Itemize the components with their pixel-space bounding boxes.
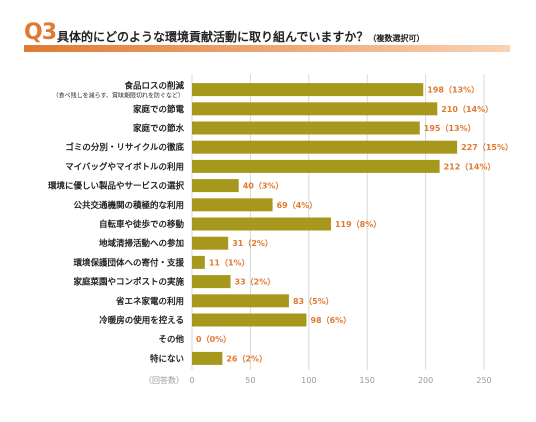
value-label: 195（13%） xyxy=(424,123,476,133)
question-number: Q3 xyxy=(24,20,57,45)
label-layer: 食品ロスの削減（食べ残しを減らす、賞味期限切れを防ぐなど） 198（13%） 家庭で… xyxy=(48,81,513,365)
category-label: 地域清掃活動への参加 xyxy=(99,238,184,249)
x-tick-label: 250 xyxy=(476,376,491,385)
bar-layer xyxy=(192,83,458,365)
value-label: 198（13%） xyxy=(427,85,479,95)
category-label: 冷暖房の使用を控える xyxy=(99,315,184,326)
chart-header: Q3 具体的にどのような環境貢献活動に取り組んでいますか？（複数選択可） xyxy=(0,0,536,52)
unit-label: （回答数） xyxy=(144,375,184,385)
axis-layer: 0 50 100 150 200 250 （回答数） xyxy=(144,375,492,385)
bar xyxy=(192,294,289,308)
bar xyxy=(192,121,420,135)
category-label: マイバッグやマイボトルの利用 xyxy=(65,161,184,172)
category-note: （食べ残しを減らす、賞味期限切れを防ぐなど） xyxy=(53,92,184,100)
bar xyxy=(192,275,231,289)
value-label: 119（8%） xyxy=(335,219,381,229)
x-tick-label: 150 xyxy=(360,376,375,385)
category-label: 環境に優しい製品やサービスの選択 xyxy=(48,181,185,192)
bar xyxy=(192,198,273,212)
value-label: 227（15%） xyxy=(461,142,513,152)
header-rule-solid xyxy=(24,45,510,52)
question-title: 具体的にどのような環境貢献活動に取り組んでいますか？（複数選択可） xyxy=(57,28,424,45)
category-label: その他 xyxy=(158,334,184,345)
x-tick-label: 100 xyxy=(301,376,316,385)
category-label: 食品ロスの削減 xyxy=(124,81,184,92)
question-title-text: 具体的にどのような環境貢献活動に取り組んでいますか？ xyxy=(57,30,369,44)
value-label: 69（4%） xyxy=(277,200,318,210)
category-label: 家庭での節電 xyxy=(133,104,185,115)
bar xyxy=(192,140,458,154)
value-label: 31（2%） xyxy=(232,238,273,248)
question-title-note: （複数選択可） xyxy=(368,34,425,43)
bar xyxy=(192,83,424,97)
bar xyxy=(192,313,307,327)
bar xyxy=(192,236,229,250)
value-label: 83（5%） xyxy=(293,296,334,306)
value-label: 40（3%） xyxy=(243,181,284,191)
x-tick-label: 200 xyxy=(418,376,433,385)
value-label: 33（2%） xyxy=(235,277,276,287)
value-label: 11（1%） xyxy=(209,257,250,267)
category-label: ゴミの分別・リサイクルの徹底 xyxy=(65,142,184,153)
category-label: 省エネ家電の利用 xyxy=(115,296,184,307)
x-tick-label: 0 xyxy=(189,376,194,385)
category-label: 公共交通機関の積極的な利用 xyxy=(73,200,184,211)
value-label: 212（14%） xyxy=(444,161,496,171)
category-label: 自転車や徒歩での移動 xyxy=(99,219,185,230)
bar xyxy=(192,255,205,269)
category-label: 家庭菜園やコンポストの実施 xyxy=(73,277,184,288)
value-label: 26（2%） xyxy=(226,353,267,363)
value-label: 210（14%） xyxy=(441,104,493,114)
header-rule xyxy=(24,45,510,52)
bar xyxy=(192,102,438,116)
value-label: 98（6%） xyxy=(310,315,351,325)
x-tick-label: 50 xyxy=(245,376,255,385)
category-label: 環境保護団体への寄付・支援 xyxy=(73,257,184,268)
category-label: 家庭での節水 xyxy=(133,123,185,134)
bar xyxy=(192,217,331,231)
value-label: 0（0%） xyxy=(196,334,231,344)
bar xyxy=(192,179,239,193)
bar xyxy=(192,159,440,173)
category-label: 特にない xyxy=(150,353,184,364)
bar xyxy=(192,351,223,365)
